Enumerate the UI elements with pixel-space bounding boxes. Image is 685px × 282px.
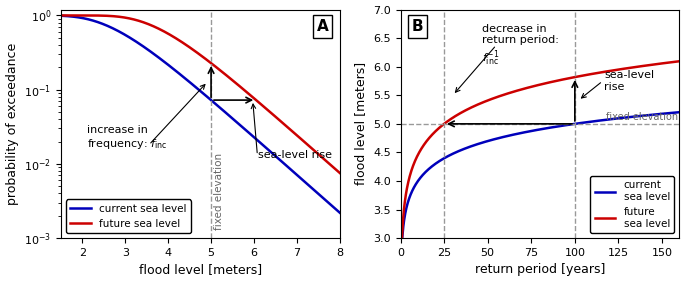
current
sea level bbox=[614, 117, 622, 120]
Text: B: B bbox=[412, 19, 423, 34]
future sea level bbox=[336, 171, 344, 175]
Text: fixed elevation: fixed elevation bbox=[606, 112, 677, 122]
current sea level bbox=[243, 129, 251, 133]
current sea level bbox=[183, 78, 191, 82]
current
sea level bbox=[397, 237, 406, 240]
future
sea level bbox=[614, 68, 622, 71]
current
sea level bbox=[619, 116, 627, 120]
future
sea level bbox=[675, 60, 684, 63]
current
sea level bbox=[675, 111, 684, 114]
future
sea level bbox=[397, 237, 406, 240]
Text: increase in
frequency: $f_{\mathrm{inc}}$: increase in frequency: $f_{\mathrm{inc}}… bbox=[86, 125, 166, 151]
future sea level bbox=[183, 44, 191, 47]
future
sea level bbox=[510, 90, 518, 93]
future sea level bbox=[129, 17, 137, 21]
current
sea level bbox=[520, 131, 528, 134]
Text: fixed elevation: fixed elevation bbox=[214, 153, 224, 230]
current sea level bbox=[266, 150, 275, 154]
future sea level bbox=[243, 91, 251, 94]
future sea level bbox=[266, 111, 275, 114]
Y-axis label: probability of exceedance: probability of exceedance bbox=[5, 43, 18, 205]
future sea level bbox=[57, 14, 65, 17]
Text: decrease in
return period:
$f_{\mathrm{inc}}^{-1}$: decrease in return period: $f_{\mathrm{i… bbox=[482, 24, 560, 68]
current
sea level bbox=[510, 133, 518, 136]
Line: current
sea level: current sea level bbox=[401, 112, 680, 238]
future
sea level bbox=[520, 87, 528, 91]
current sea level bbox=[106, 25, 114, 29]
X-axis label: flood level [meters]: flood level [meters] bbox=[139, 263, 262, 276]
future
sea level bbox=[425, 136, 434, 139]
Text: sea-level
rise: sea-level rise bbox=[604, 70, 655, 92]
current sea level bbox=[221, 111, 229, 114]
current sea level bbox=[336, 211, 344, 214]
Legend: current sea level, future sea level: current sea level, future sea level bbox=[66, 199, 191, 233]
Text: sea-level rise: sea-level rise bbox=[258, 151, 332, 160]
current
sea level bbox=[588, 120, 597, 123]
X-axis label: return period [years]: return period [years] bbox=[475, 263, 605, 276]
future sea level bbox=[221, 73, 229, 76]
Line: future
sea level: future sea level bbox=[401, 61, 680, 238]
current sea level bbox=[57, 14, 65, 17]
Line: current sea level: current sea level bbox=[61, 16, 340, 213]
Legend: current
sea level, future
sea level: current sea level, future sea level bbox=[590, 176, 674, 233]
Text: A: A bbox=[317, 19, 329, 34]
Line: future sea level: future sea level bbox=[61, 16, 340, 173]
current sea level bbox=[129, 38, 137, 41]
future
sea level bbox=[588, 72, 597, 76]
future
sea level bbox=[619, 67, 627, 70]
current
sea level bbox=[425, 166, 434, 170]
future sea level bbox=[106, 14, 114, 18]
Y-axis label: flood level [meters]: flood level [meters] bbox=[354, 62, 367, 186]
